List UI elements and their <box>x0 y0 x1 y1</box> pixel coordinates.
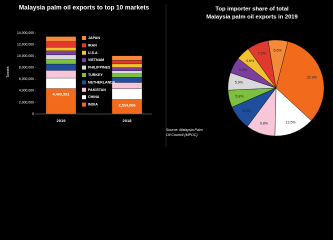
legend-label: INDIA <box>88 103 98 107</box>
data-label: 2,514,006 <box>119 103 136 107</box>
y-tick-label: 14,000,000 <box>17 31 34 35</box>
pie-slice <box>275 41 325 121</box>
bar-segment <box>111 88 143 100</box>
x-tick-label: 2019 <box>57 118 67 123</box>
data-label: 9.8% <box>260 121 269 125</box>
source: Source: Malaysia Palm <box>166 128 203 132</box>
data-label: 6.6% <box>273 49 282 53</box>
y-tick-label: 12,000,000 <box>17 42 34 46</box>
legend-label: TURKEY <box>88 73 103 77</box>
legend-label: PAKISTAN <box>88 88 106 92</box>
bar-segment <box>45 54 77 60</box>
y-tick-label: 2,000,000 <box>19 100 34 104</box>
bar-segment <box>111 63 143 68</box>
legend-swatch <box>82 58 86 63</box>
legend-label: PHILIPPINES <box>88 66 111 70</box>
data-label: 5.9% <box>235 81 244 85</box>
bar-segment <box>111 73 143 78</box>
legend-label: JAPAN <box>88 36 100 40</box>
bar-segment <box>45 70 77 79</box>
legend-swatch <box>82 102 86 107</box>
legend-swatch <box>82 73 86 77</box>
bar-segment <box>111 82 143 89</box>
legend-swatch <box>82 80 86 85</box>
bar-segment <box>111 77 143 83</box>
bar-segment <box>45 63 77 71</box>
data-label: 8.3% <box>243 109 252 113</box>
x-tick-label: 2018 <box>123 118 133 123</box>
bar-segment <box>45 41 77 48</box>
bar-segment <box>111 60 143 65</box>
bar-segment <box>45 47 77 51</box>
bar-segment <box>111 55 143 61</box>
source: Oil Council (MPOC) <box>166 133 198 137</box>
bar-segment <box>111 67 143 71</box>
data-label: 4,409,591 <box>53 92 70 96</box>
legend-swatch <box>82 87 86 92</box>
bar-segment <box>45 50 77 56</box>
legend-label: NETHERLANDS <box>88 80 116 84</box>
bar-segment <box>45 59 77 65</box>
data-label: 5.8% <box>235 94 244 98</box>
y-tick-label: 10,000,000 <box>17 54 34 58</box>
legend-swatch <box>82 50 86 55</box>
y-axis-label: Tonnes <box>6 66 10 78</box>
bar-segment <box>111 70 143 74</box>
y-tick-label: 0 <box>32 112 34 116</box>
data-label: 5.4% <box>239 68 248 72</box>
data-label: 32.9% <box>307 75 318 79</box>
y-tick-label: 4,000,000 <box>19 89 34 93</box>
pie-slice <box>267 39 289 89</box>
page: {"chart_data": [ {"type": "bar", "stacke… <box>5 4 325 147</box>
chart: Malaysia palm oil exports to top 10 mark… <box>6 4 325 147</box>
pie-title: Malaysia palm oil exports in 2019 <box>206 15 298 21</box>
legend-label: U.S.A <box>88 51 98 55</box>
y-tick-label: 8,000,000 <box>19 66 34 70</box>
data-label: 7.2% <box>258 51 267 55</box>
chart-title: Malaysia palm oil exports to top 10 mark… <box>19 5 150 12</box>
legend-swatch <box>82 95 86 100</box>
pie-title: Top importer share of total <box>215 7 289 13</box>
data-label: 13.5% <box>285 120 296 124</box>
bar-segment <box>45 77 77 89</box>
legend-swatch <box>82 65 86 70</box>
legend-label: CHINA <box>88 95 100 99</box>
bar-segment <box>45 36 77 42</box>
legend-swatch <box>82 43 86 48</box>
data-label: 4.6% <box>246 59 255 63</box>
legend-label: IRAN <box>88 43 97 47</box>
legend-label: VIETNAM <box>88 58 104 62</box>
y-tick-label: 6,000,000 <box>19 77 34 81</box>
legend-swatch <box>82 36 86 40</box>
